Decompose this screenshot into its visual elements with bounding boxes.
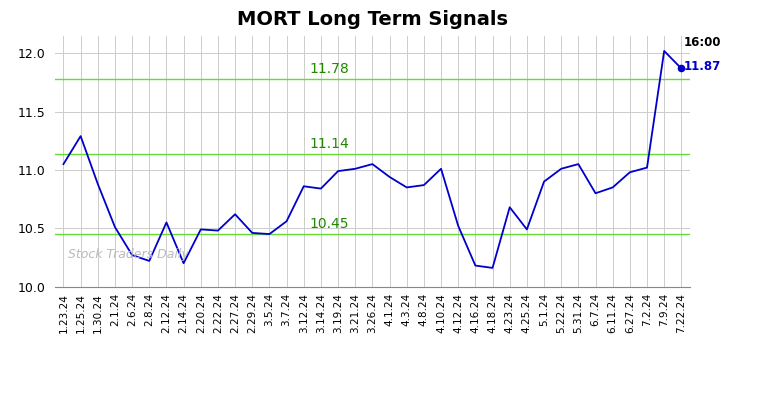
Text: Stock Traders Daily: Stock Traders Daily (67, 248, 188, 261)
Title: MORT Long Term Signals: MORT Long Term Signals (237, 10, 508, 29)
Text: 16:00: 16:00 (684, 36, 721, 49)
Text: 11.87: 11.87 (684, 60, 721, 73)
Point (675, 65, 688, 72)
Text: 11.14: 11.14 (309, 137, 349, 151)
Text: 10.45: 10.45 (310, 217, 349, 231)
Text: 11.78: 11.78 (309, 62, 349, 76)
